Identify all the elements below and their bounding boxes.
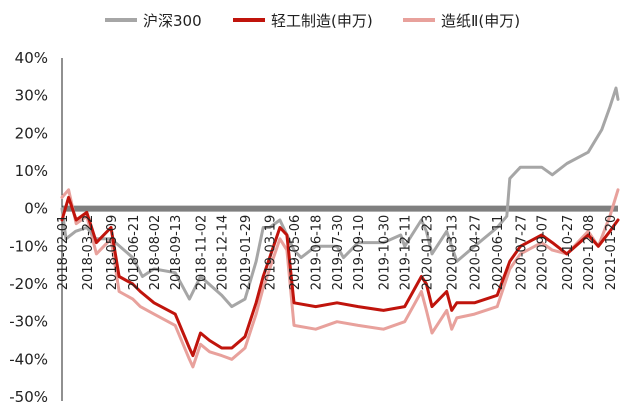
y-tick-label: 20%	[15, 124, 48, 142]
y-tick-label: -20%	[9, 275, 48, 293]
y-tick-label: 10%	[15, 162, 48, 180]
legend-label-1: 沪深300	[143, 12, 202, 30]
x-tick-label: 2018-08-02	[148, 215, 163, 291]
y-tick-label: -50%	[9, 388, 48, 404]
y-tick-label: 30%	[15, 87, 48, 105]
x-tick-label: 2019-01-29	[239, 215, 254, 291]
x-tick-label: 2019-03-19	[264, 215, 279, 291]
x-tick-label: 2018-02-01	[56, 215, 71, 291]
y-tick-label: -40%	[9, 350, 48, 368]
y-tick-label: 0%	[24, 200, 48, 218]
x-tick-label: 2020-07-27	[514, 215, 529, 291]
x-tick-label: 2019-10-30	[377, 215, 392, 291]
series-line-1	[60, 86, 620, 309]
legend-label-3: 造纸Ⅱ(申万)	[441, 12, 520, 30]
legend-label-2: 轻工制造(申万)	[271, 12, 373, 30]
x-tick-label: 2018-06-21	[127, 215, 142, 291]
series-layer	[60, 86, 620, 369]
y-tick-label: -10%	[9, 237, 48, 255]
legend: 沪深300 轻工制造(申万) 造纸Ⅱ(申万)	[105, 12, 520, 30]
x-tick-label: 2018-12-14	[216, 215, 231, 291]
x-tick-label: 2020-04-27	[468, 215, 483, 291]
x-tick-label: 2018-11-02	[194, 215, 209, 291]
x-tick-label: 2019-05-06	[288, 215, 303, 291]
x-tick-label: 2019-09-10	[352, 215, 367, 291]
x-tick-label: 2018-03-22	[81, 215, 96, 291]
x-tick-label: 2018-09-13	[169, 215, 184, 291]
series-line-3	[60, 188, 620, 369]
x-tick-label: 2020-06-11	[491, 215, 506, 291]
x-tick-label: 2020-03-13	[446, 215, 461, 291]
series-line-2	[60, 195, 620, 358]
x-tick-label: 2019-12-11	[399, 215, 414, 291]
y-axis-ticks: 40% 30% 20% 10% 0% -10% -20% -30% -40% -50%	[9, 49, 48, 404]
x-tick-label: 2019-07-30	[331, 215, 346, 291]
y-tick-label: 40%	[15, 49, 48, 67]
x-tick-label: 2020-12-08	[582, 215, 597, 291]
x-tick-label: 2019-06-18	[310, 215, 325, 291]
x-tick-label: 2020-01-23	[420, 215, 435, 291]
y-tick-label: -30%	[9, 313, 48, 331]
x-tick-label: 2020-09-07	[536, 215, 551, 291]
x-tick-label: 2020-10-27	[561, 215, 576, 291]
x-tick-label: 2021-01-20	[604, 215, 619, 291]
x-tick-label: 2018-05-09	[105, 215, 120, 291]
x-axis-ticks: 2018-02-01 2018-03-22 2018-05-09 2018-06-21…	[56, 215, 619, 291]
